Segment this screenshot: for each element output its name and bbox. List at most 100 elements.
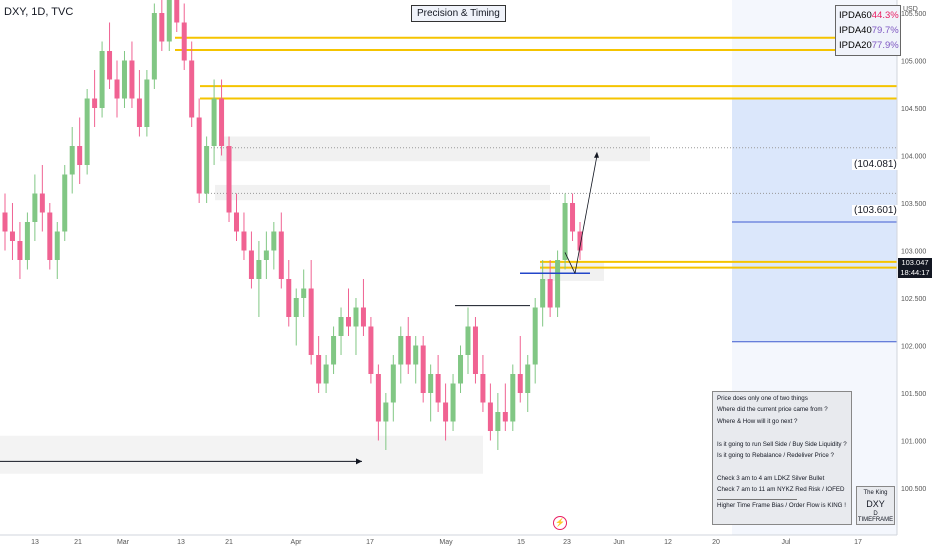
candle-body [525,364,531,393]
candle-body [390,364,396,403]
candle-body [420,345,426,393]
candle-body [487,402,493,431]
level-label-upper: (104.081) [852,159,899,170]
ipda-row: IPDA20 77.9% [839,38,899,53]
king-box: The King DXY D TIMEFRAME [856,486,895,525]
candle-body [360,307,366,327]
candle-body [181,22,187,61]
candle-body [174,0,180,23]
candle-body [69,146,75,175]
info-line: Where & How will it go next ? [717,417,798,425]
info-separator [717,498,797,500]
candle-body [517,374,523,393]
candle-body [562,203,568,260]
arrow-head [356,458,362,465]
info-line: Price does only one of two things [717,395,808,402]
candle-body [226,146,232,213]
current-price-tag: 103.047 18:44:17 [898,258,932,278]
x-tick-label: Jul [782,539,791,546]
projection-arrow-head [594,151,599,158]
candle-body [92,98,98,108]
symbol-label: DXY, 1D, TVC [4,6,74,18]
candle-body [480,374,486,403]
candle-body [443,402,449,422]
x-tick-label: 17 [366,539,374,546]
ipda-label: IPDA60 [839,10,872,21]
candle-body [62,174,68,232]
candle-body [196,117,202,194]
candle-body [450,383,456,422]
candle-body [99,51,105,108]
info-line: Where did the current price came from ? [717,406,828,414]
candle-body [136,98,142,127]
candle-body [547,279,553,308]
y-tick-label: 103.500 [901,201,926,208]
candle-body [510,374,516,422]
ipda-row: IPDA60 44.3% [839,8,899,23]
y-tick-label: 101.500 [901,391,926,398]
currency-label: USD [903,6,918,13]
candle-body [24,222,30,260]
ipda-row: IPDA40 79.7% [839,23,899,38]
x-tick-label: 23 [563,539,571,546]
y-tick-label: 105.000 [901,59,926,66]
candle-body [435,374,441,403]
y-tick-label: 103.000 [901,249,926,256]
info-line: Is it going to Rebalance / Redeliver Pri… [717,451,834,459]
candle-body [458,355,464,384]
info-line: Check 3 am to 4 am LDKZ Silver Bullet [717,474,825,482]
candle-body [32,193,38,222]
x-tick-label: 15 [517,539,525,546]
x-tick-label: Mar [117,539,130,546]
projection-path-down [564,252,576,274]
candle-body [346,317,352,327]
lightning-icon[interactable]: ⚡ [553,516,567,530]
candle-body [331,336,337,365]
candle-body [204,146,210,194]
candle-body [570,203,576,232]
candle-body [151,13,157,80]
king-line1: The King [863,490,888,496]
candle-body [54,231,60,260]
y-tick-label: 100.500 [901,486,926,493]
candle-body [166,0,172,42]
x-tick-label: 17 [854,539,862,546]
info-line: Is it going to run Sell Side / Buy Side … [717,440,847,448]
info-line: Higher Time Frame Bias / Order Flow is K… [717,501,846,509]
candle-body [39,193,45,213]
current-price: 103.047 [901,258,929,267]
candle-body [241,231,247,251]
candle-body [405,336,411,365]
entry-zone [540,261,604,281]
candle-body [189,60,195,118]
candle-body [577,231,583,251]
y-tick-label: 101.000 [901,439,926,446]
candle-body [293,298,299,317]
y-tick-label: 102.500 [901,296,926,303]
candle-body [114,79,120,99]
chart-title: Precision & Timing [411,5,506,22]
y-tick-label: 104.000 [901,154,926,161]
candle-body [129,60,135,99]
candle-body [301,288,307,298]
candle-body [428,374,434,393]
candle-body [248,250,254,279]
ipda-value: 77.9% [871,40,899,51]
ipda-value: 44.3% [871,10,899,21]
candle-body [308,288,314,355]
candle-body [532,307,538,365]
candle-body [323,364,329,384]
ipda-label: IPDA40 [839,25,872,36]
x-tick-label: 12 [664,539,672,546]
candle-body [77,146,83,165]
x-tick-label: 21 [74,539,82,546]
candle-body [413,345,419,365]
candle-body [540,279,546,308]
candle-body [375,374,381,422]
x-tick-label: Jun [613,539,624,546]
x-tick-label: 21 [225,539,233,546]
candle-body [502,412,508,422]
candle-body [211,98,217,146]
info-spacer [717,463,847,474]
